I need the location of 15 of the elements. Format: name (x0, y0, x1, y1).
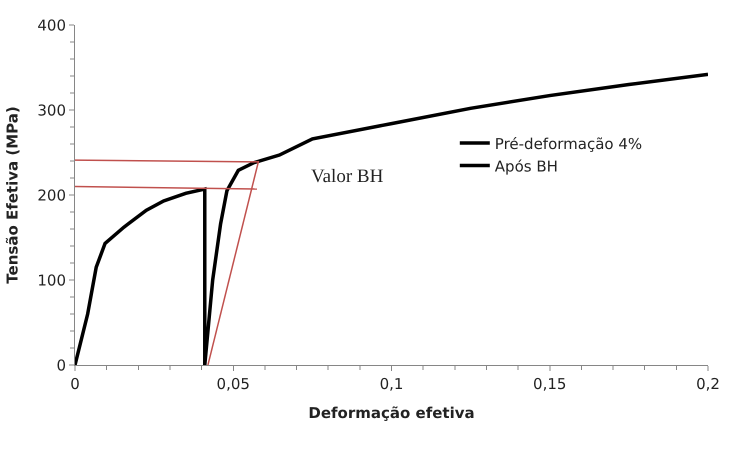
y-tick-label: 200 (37, 186, 66, 204)
legend-label: Após BH (494, 157, 558, 176)
x-tick-label: 0 (70, 375, 80, 393)
x-tick-label: 0,1 (380, 375, 404, 393)
x-axis-title: Deformação efetiva (308, 404, 475, 422)
y-tick-label: 0 (56, 356, 66, 374)
annotation: Valor BH (311, 166, 384, 187)
y-tick-label: 300 (37, 101, 66, 120)
x-tick-label: 0,05 (216, 375, 250, 393)
y-tick-label: 100 (37, 271, 66, 290)
y-tick-label: 400 (37, 16, 66, 34)
legend-label: Pré-deformação 4% (494, 134, 642, 153)
x-tick-label: 0,15 (533, 375, 566, 393)
y-axis-title: Tensão Efetiva (MPa) (4, 106, 22, 284)
x-tick-label: 0,2 (696, 375, 720, 393)
